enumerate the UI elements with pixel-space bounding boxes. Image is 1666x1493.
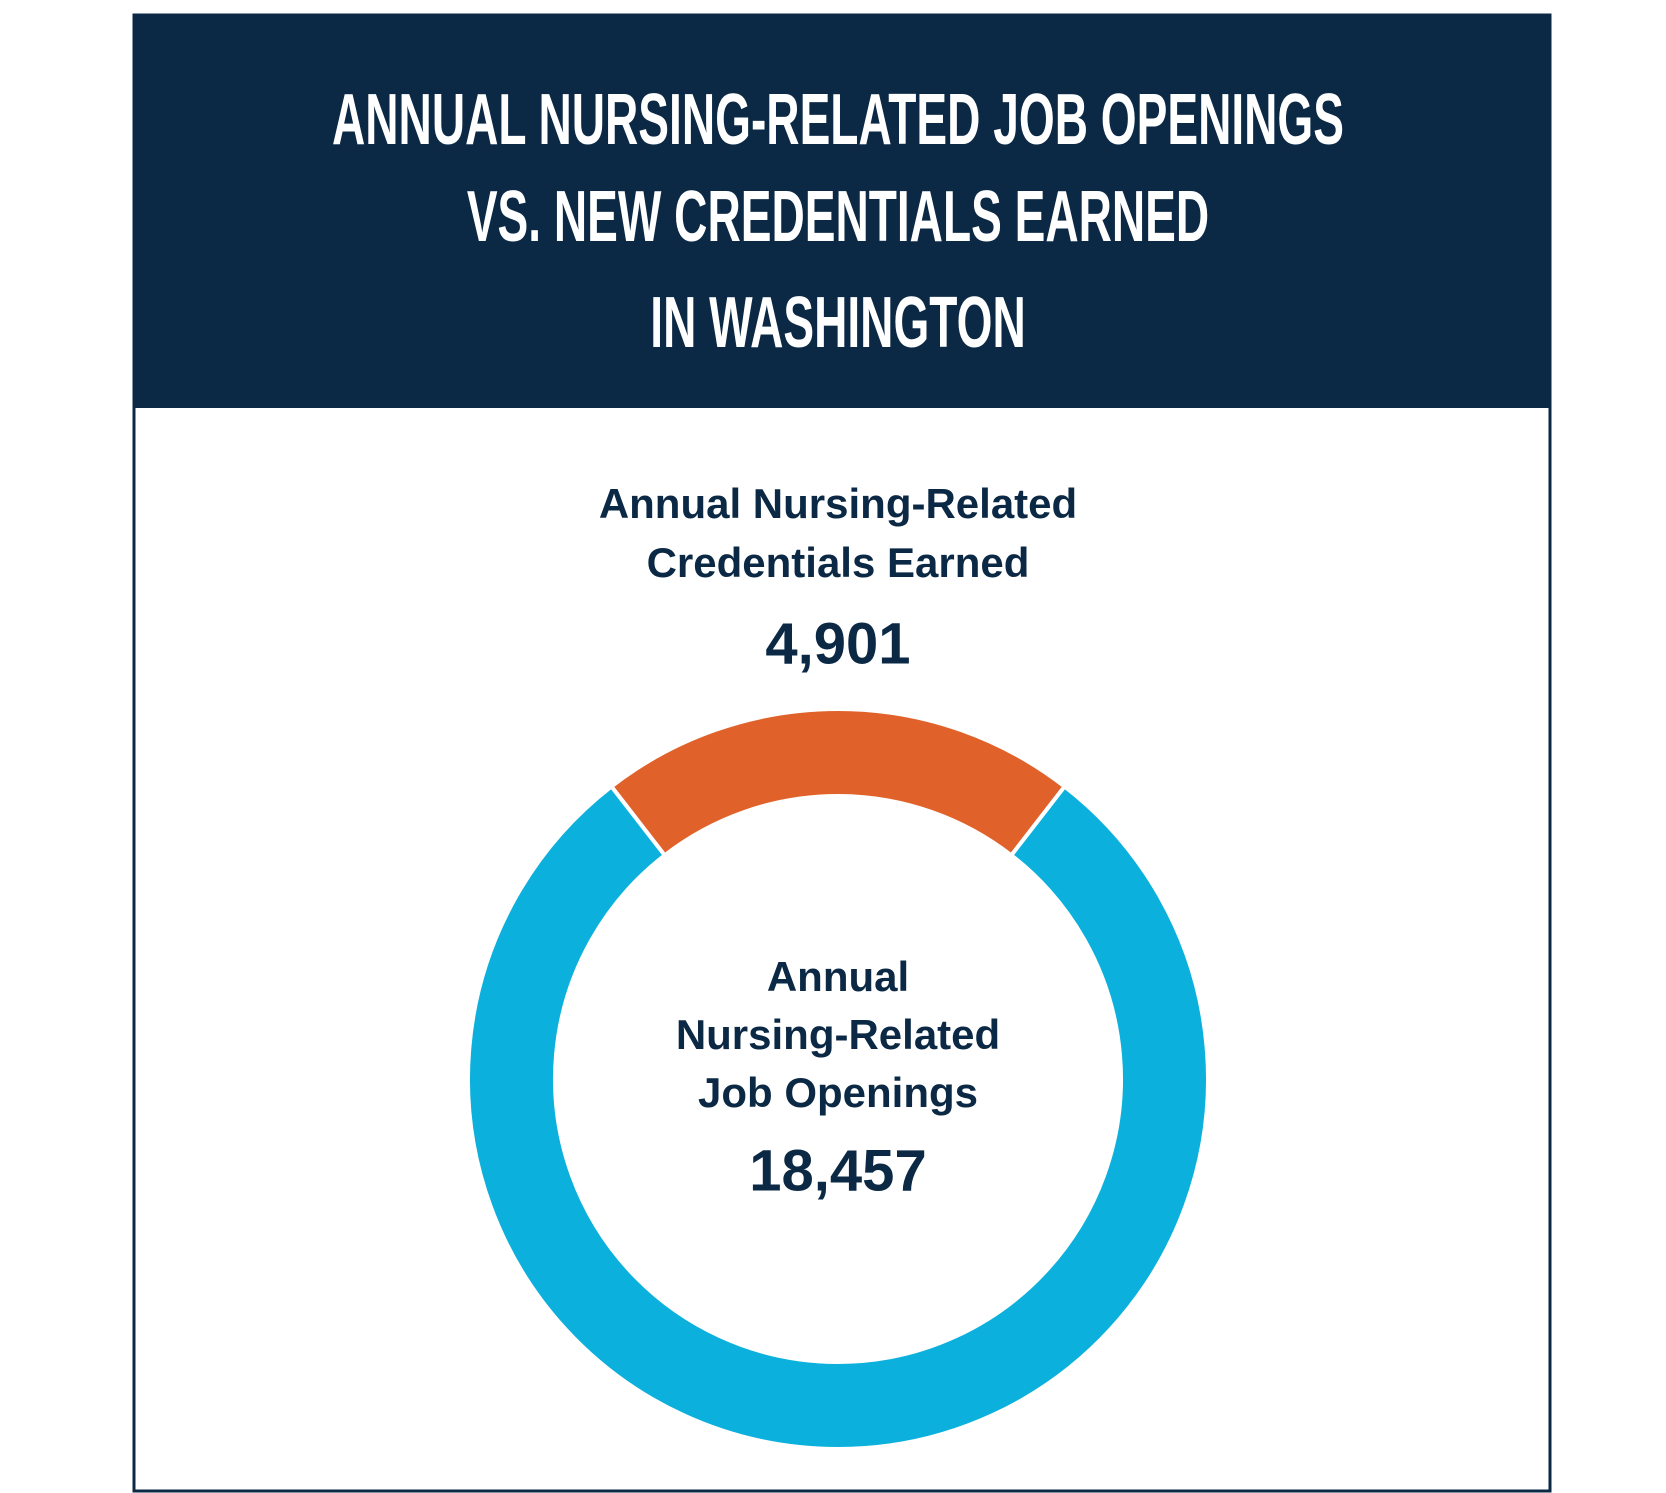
segment-label: Annual — [767, 953, 909, 1000]
segment-label: Annual Nursing-Related — [599, 480, 1077, 527]
segment-label: Nursing-Related — [676, 1011, 1000, 1058]
segment-label: Job Openings — [698, 1069, 978, 1116]
chart-title: IN WASHINGTON — [650, 282, 1025, 363]
value-label: 4,901 — [765, 611, 910, 676]
header — [134, 15, 1550, 408]
title-line-group: VS. NEW CREDENTIALS EARNED — [467, 176, 1209, 257]
title-line-group: IN WASHINGTON — [650, 282, 1025, 363]
chart-title: VS. NEW CREDENTIALS EARNED — [467, 176, 1209, 257]
title-line-group: ANNUAL NURSING-RELATED JOB OPENINGS — [332, 79, 1344, 160]
value-label: 18,457 — [749, 1138, 926, 1203]
chart-title: ANNUAL NURSING-RELATED JOB OPENINGS — [332, 79, 1344, 160]
donut-segment — [466, 783, 1210, 1451]
segment-label: Credentials Earned — [647, 539, 1030, 586]
